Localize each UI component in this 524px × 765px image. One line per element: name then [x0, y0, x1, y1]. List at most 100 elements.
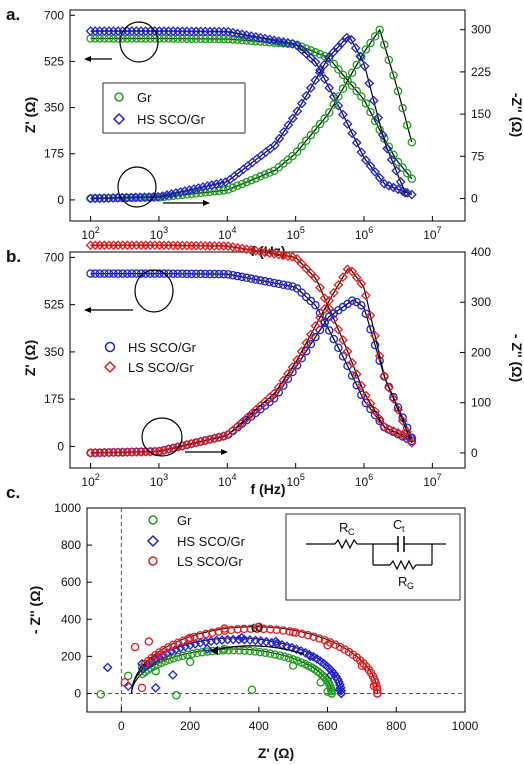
b-point-3	[388, 393, 399, 404]
panel-b-lower-circle	[141, 417, 183, 457]
c-point-2	[185, 633, 195, 643]
a-point-3	[171, 188, 181, 198]
b-point-3	[370, 330, 381, 341]
b-point-1	[333, 324, 344, 335]
b-point-3	[282, 368, 293, 379]
b-point-0	[86, 269, 95, 278]
c-x-tick-label: 800	[386, 719, 406, 733]
c-y-tick-label: 200	[61, 649, 81, 663]
a-point-2	[347, 68, 357, 78]
a-point-3	[108, 193, 118, 203]
c-point-2	[254, 622, 264, 631]
a-point-3	[301, 90, 312, 101]
a-point-2	[338, 84, 348, 93]
a-point-3	[346, 34, 357, 45]
c-point-0	[151, 666, 160, 676]
a-point-3	[364, 78, 375, 89]
b-right-tick-label: 100	[471, 396, 491, 410]
a-point-2	[315, 119, 325, 129]
c-point-1	[185, 640, 195, 650]
a-right-tick-label: 0	[471, 191, 478, 205]
a-point-3	[148, 192, 159, 202]
b-point-3	[319, 304, 330, 314]
a-point-2	[380, 40, 389, 49]
b-point-3	[273, 382, 284, 393]
a-point-0	[329, 59, 339, 69]
b-point-0	[109, 269, 118, 278]
a-point-0	[320, 51, 329, 61]
b-point-0	[251, 275, 261, 284]
a-point-1	[374, 172, 385, 183]
panel-b-left-arrowhead	[84, 307, 91, 313]
b-point-0	[187, 269, 196, 279]
panel-a-legend-gr-marker	[114, 92, 124, 102]
c-point-0	[178, 651, 187, 661]
c-point-0	[165, 655, 174, 664]
a-x-tick-label: 102	[81, 225, 99, 242]
c-point-1	[195, 637, 206, 648]
b-left-tick-label: 0	[57, 439, 64, 453]
a-point-3	[193, 183, 204, 193]
c-point-2	[325, 638, 335, 647]
a-point-3	[85, 193, 96, 204]
c-point-1	[236, 632, 247, 643]
b-point-1	[342, 346, 353, 357]
panel-a-left-arrowhead	[84, 56, 91, 62]
b-point-3	[347, 266, 358, 277]
a-point-3	[274, 133, 285, 144]
a-point-0	[302, 44, 311, 53]
panel-a-lower-circle	[117, 166, 157, 208]
a-point-0	[242, 36, 251, 45]
panel-c-omega-arrowhead	[210, 646, 218, 655]
b-point-0	[329, 334, 339, 344]
a-point-2	[260, 170, 270, 179]
c-point-1	[202, 644, 213, 654]
a-point-3	[395, 176, 406, 187]
circuit-label-r-sub: C	[348, 527, 355, 537]
a-point-2	[334, 92, 343, 101]
b-point-0	[205, 269, 215, 279]
b-point-0	[141, 269, 150, 278]
a-point-3	[296, 98, 307, 109]
a-point-2	[219, 186, 228, 195]
b-point-0	[260, 277, 270, 286]
panel-b-right-ticks: 0 100 200 300 400	[460, 245, 491, 460]
a-point-3	[215, 178, 226, 188]
a-point-2	[288, 151, 297, 161]
a-point-3	[400, 187, 411, 198]
b-point-3	[292, 354, 303, 365]
b-point-0	[191, 269, 201, 279]
circuit-label-rg-sub: G	[407, 581, 414, 591]
c-point-0	[327, 689, 336, 698]
a-point-2	[302, 136, 311, 145]
panel-b-x-axis-label: f (Hz)	[251, 481, 286, 497]
panel-c-x-axis-label: Z' (Ω)	[258, 745, 294, 761]
a-point-3	[359, 61, 370, 72]
b-point-0	[306, 296, 316, 306]
a-point-2	[320, 114, 329, 123]
a-point-0	[334, 65, 343, 74]
b-point-3	[278, 375, 289, 386]
c-point-0	[192, 648, 202, 658]
panel-a-right-axis-label: -Z'' (Ω)	[509, 93, 524, 137]
a-point-0	[315, 49, 325, 59]
panel-c-circuit-inset: R C C t R G	[285, 513, 461, 601]
a-point-3	[207, 180, 217, 190]
c-point-2	[335, 642, 345, 652]
a-x-tick-label: 106	[355, 225, 373, 242]
a-point-3	[373, 112, 384, 123]
a-right-tick-label: 300	[471, 23, 491, 37]
a-point-3	[368, 95, 379, 106]
a-point-3	[332, 42, 343, 53]
panel-c-label: c.	[6, 483, 20, 502]
c-point-0	[224, 646, 233, 655]
b-point-2	[269, 394, 279, 403]
panel-b-legend-ls-label: LS SCO/Gr	[128, 360, 194, 375]
b-left-tick-label: 175	[44, 392, 64, 406]
b-point-1	[379, 422, 390, 432]
panel-a-right-arrowhead	[203, 200, 210, 206]
b-point-0	[269, 278, 279, 288]
b-point-3	[365, 310, 376, 321]
b-point-3	[374, 351, 385, 361]
a-point-2	[389, 71, 398, 80]
